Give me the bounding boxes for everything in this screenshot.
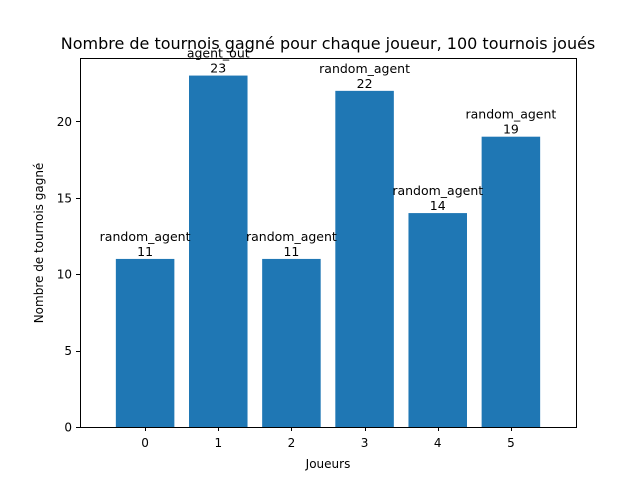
x-tick-label-1: 1: [214, 436, 222, 450]
bar-value-label-5: 19: [503, 122, 519, 137]
x-tick-label-5: 5: [507, 436, 515, 450]
y-tick-label-3: 15: [57, 191, 72, 205]
bar-name-label-4: random_agent: [392, 183, 483, 198]
bar-3: [335, 90, 394, 428]
bar-labels-group: random_agent11agent_out23random_agent11r…: [100, 46, 557, 259]
bar-5: [481, 136, 541, 427]
x-axis-label: Joueurs: [305, 457, 351, 471]
y-tick-label-1: 5: [64, 344, 72, 358]
y-tick-label-2: 10: [57, 268, 72, 282]
bar-4: [408, 213, 467, 427]
bar-name-label-1: agent_out: [187, 46, 250, 61]
bar-name-label-5: random_agent: [465, 107, 556, 122]
x-tick-label-4: 4: [434, 436, 442, 450]
x-tick-label-3: 3: [361, 436, 369, 450]
bar-2: [262, 258, 321, 427]
bar-1: [189, 75, 248, 428]
y-tick-label-4: 20: [57, 115, 72, 129]
y-axis-label: Nombre de tournois gagné: [32, 163, 46, 324]
bar-value-label-4: 14: [430, 198, 446, 213]
bar-name-label-2: random_agent: [246, 229, 337, 244]
bar-0: [115, 258, 175, 427]
y-axis: 0 5 10 15 20: [57, 115, 80, 435]
bar-value-label-1: 23: [210, 61, 226, 76]
x-tick-label-2: 2: [288, 436, 296, 450]
bar-name-label-0: random_agent: [100, 229, 191, 244]
bar-name-label-3: random_agent: [319, 61, 410, 76]
x-axis: 0 1 2 3 4 5: [141, 427, 515, 450]
y-tick-label-0: 0: [64, 421, 72, 435]
bar-value-label-3: 22: [357, 76, 373, 91]
plot-frame: [80, 58, 577, 428]
bar-value-label-0: 11: [137, 244, 153, 259]
chart-title: Nombre de tournois gagné pour chaque jou…: [61, 34, 596, 53]
bars-group: [115, 75, 541, 428]
bar-value-label-2: 11: [283, 244, 299, 259]
x-tick-label-0: 0: [141, 436, 149, 450]
